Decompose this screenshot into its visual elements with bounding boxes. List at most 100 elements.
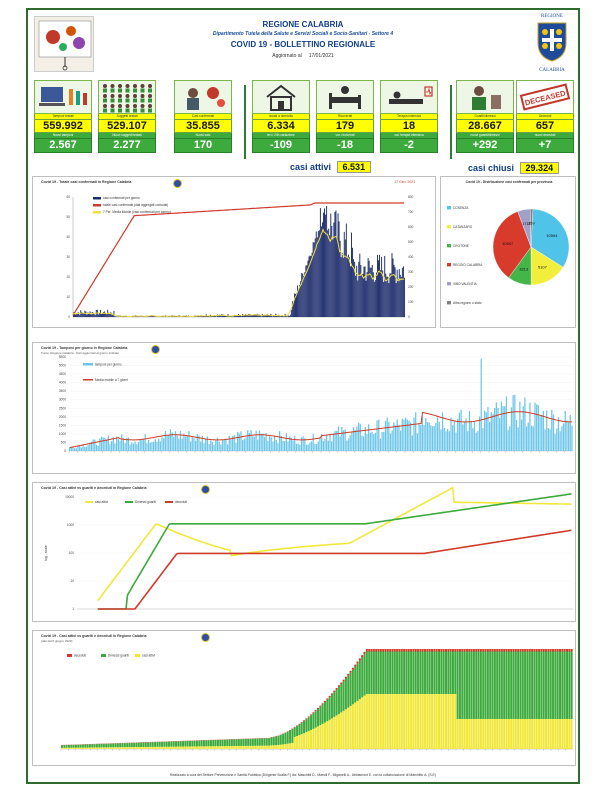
bar-recovered <box>479 651 482 719</box>
bar-active <box>128 747 131 749</box>
bar-daily-cases <box>366 272 368 317</box>
bar-active <box>179 746 182 749</box>
bar-daily-cases <box>320 226 322 317</box>
bar-daily-cases <box>329 235 331 317</box>
bar-recovered <box>500 651 503 719</box>
bar-deceased <box>442 649 445 652</box>
bar-recovered <box>293 727 296 737</box>
bar-recovered <box>451 651 454 694</box>
stat-delta-value: -18 <box>316 139 374 153</box>
bar-active <box>365 694 368 749</box>
y-tick-label-right: 400 <box>408 255 414 259</box>
bar-recovered <box>372 651 375 694</box>
stacked-outcomes-chart: deceduti Dimessi guariti casi attivi <box>60 649 573 751</box>
bar-active <box>240 745 243 749</box>
bar-deceased <box>379 649 382 652</box>
bar-daily-tests <box>146 443 148 451</box>
bar-daily-tests <box>512 395 514 451</box>
bar-active <box>258 745 261 749</box>
bar-daily-cases <box>357 280 359 317</box>
bar-daily-cases <box>259 315 261 317</box>
daily-tests-chart: 0 500 1000 1500 2000 2500 3000 3500 4000 4500 5000… <box>59 355 573 453</box>
bar-deceased <box>293 727 296 728</box>
bar-daily-tests <box>89 443 91 451</box>
bar-daily-cases <box>260 316 262 317</box>
bar-daily-tests <box>357 422 360 451</box>
bar-recovered <box>347 675 350 708</box>
bar-recovered <box>533 651 536 719</box>
bar-recovered <box>214 740 217 747</box>
bar-daily-cases <box>367 258 369 317</box>
bar-active <box>526 719 529 749</box>
bar-deceased <box>433 649 436 652</box>
bar-recovered <box>79 744 82 748</box>
bar-active <box>396 694 399 749</box>
bar-daily-tests <box>111 441 113 451</box>
bar-daily-cases <box>300 281 302 317</box>
bar-deceased <box>291 728 294 730</box>
bar-daily-tests <box>186 436 188 451</box>
bar-daily-tests <box>297 443 299 451</box>
bar-daily-tests <box>287 441 289 451</box>
bar-daily-tests <box>480 358 482 451</box>
bar-daily-cases <box>312 242 314 317</box>
bar-daily-tests <box>225 438 227 451</box>
bar-recovered <box>72 744 75 748</box>
bar-deceased <box>535 649 538 652</box>
bar-daily-tests <box>337 426 340 451</box>
bar-deceased <box>524 649 527 652</box>
bar-daily-cases <box>380 270 382 317</box>
bar-daily-cases <box>258 314 260 317</box>
bar-daily-tests <box>394 425 397 451</box>
bar-daily-tests <box>122 438 125 451</box>
bar-recovered <box>102 743 105 748</box>
bar-daily-cases <box>289 314 291 317</box>
person-head <box>125 84 130 88</box>
bar-recovered <box>330 694 333 719</box>
legend-label: casi attivi <box>95 500 108 504</box>
bar-daily-cases <box>85 311 87 317</box>
bar-daily-cases <box>226 316 228 317</box>
bar-active <box>156 746 159 749</box>
bar-daily-cases <box>288 316 290 317</box>
bar-active <box>556 719 559 749</box>
bar-daily-tests <box>487 406 489 451</box>
bar-active <box>335 715 338 749</box>
bar-daily-tests <box>307 444 309 451</box>
bar-recovered <box>282 733 285 745</box>
person-head <box>125 94 130 98</box>
bar-daily-tests <box>203 443 205 451</box>
bar-daily-cases <box>240 315 241 317</box>
bar-daily-cases <box>101 314 102 317</box>
legend-swatch <box>83 363 93 366</box>
y-tick-label-right: 200 <box>408 285 414 289</box>
bar-recovered <box>186 740 189 747</box>
bar-daily-tests <box>74 448 76 451</box>
y-tick-label: 4500 <box>59 372 66 376</box>
bar-daily-cases <box>354 261 356 317</box>
bar-daily-cases <box>82 312 84 317</box>
bar-recovered <box>426 651 429 694</box>
bar-daily-tests <box>114 443 116 451</box>
bar-daily-tests <box>507 429 509 451</box>
y-tick-label: 4000 <box>59 381 66 385</box>
bar-deceased <box>431 649 434 652</box>
bar-recovered <box>428 651 431 694</box>
bar-recovered <box>119 743 122 748</box>
closed-cases-label: casi chiusi <box>468 163 515 173</box>
legend-swatch <box>135 654 140 657</box>
bar-active <box>142 746 145 749</box>
bar-active <box>370 694 373 749</box>
stat-delta-label: nuovi guariti/dimessi <box>456 133 514 139</box>
bar-active <box>151 746 154 749</box>
bar-deceased <box>445 649 447 652</box>
person-head <box>103 94 107 98</box>
bar-active <box>298 735 301 749</box>
person-body <box>148 88 152 93</box>
bar-deceased <box>496 649 499 652</box>
stat-delta-label: Nuovi tamponi <box>34 133 92 139</box>
bar-deceased <box>349 670 352 673</box>
bar-daily-tests <box>354 430 356 451</box>
y-tick-label: 2000 <box>59 415 66 419</box>
